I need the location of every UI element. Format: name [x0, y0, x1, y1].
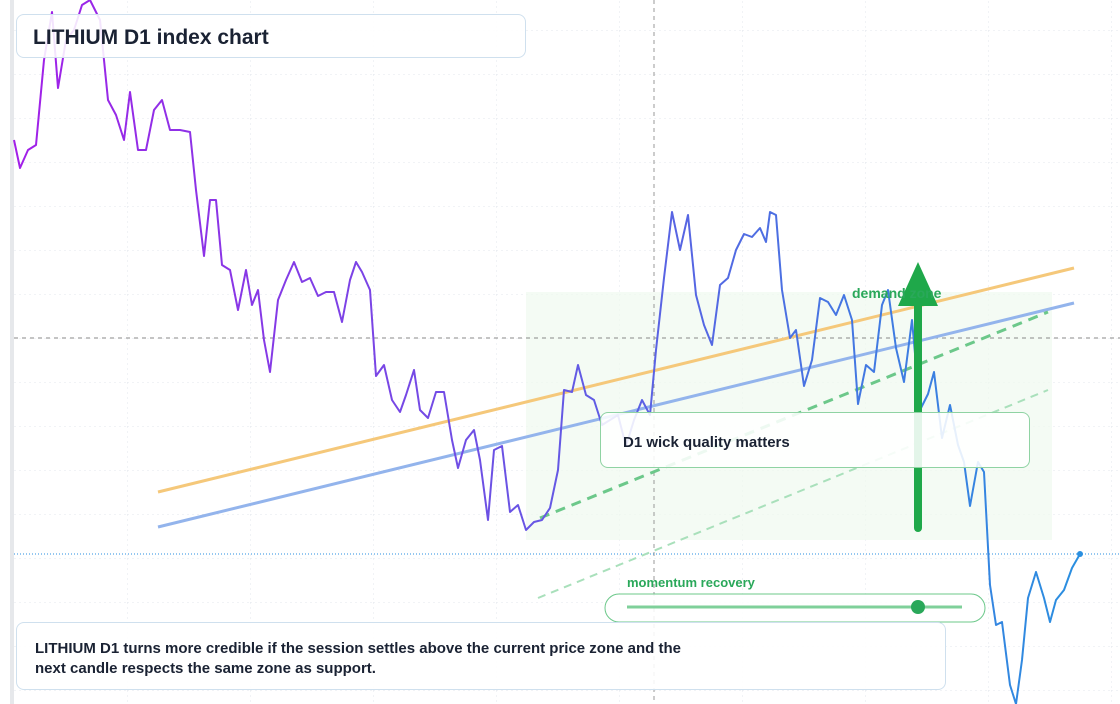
plot	[13, 0, 1083, 704]
zone-label: demand zone	[852, 285, 942, 301]
wick-box: D1 wick quality matters	[600, 412, 1030, 468]
note-box: LITHIUM D1 turns more credible if the se…	[16, 622, 946, 690]
title-box: LITHIUM D1 index chart	[16, 14, 526, 58]
wick-label: D1 wick quality matters	[623, 434, 790, 451]
momentum-knob	[911, 600, 925, 614]
momentum-label: momentum recovery	[627, 575, 756, 590]
note: LITHIUM D1 turns more credible if the se…	[35, 640, 681, 677]
trend-line	[537, 389, 1049, 599]
price-line	[13, 0, 1081, 704]
last-point	[1077, 551, 1083, 557]
left-edge	[10, 0, 14, 704]
chart-title: LITHIUM D1 index chart	[33, 26, 269, 49]
arrow-head	[898, 262, 938, 306]
